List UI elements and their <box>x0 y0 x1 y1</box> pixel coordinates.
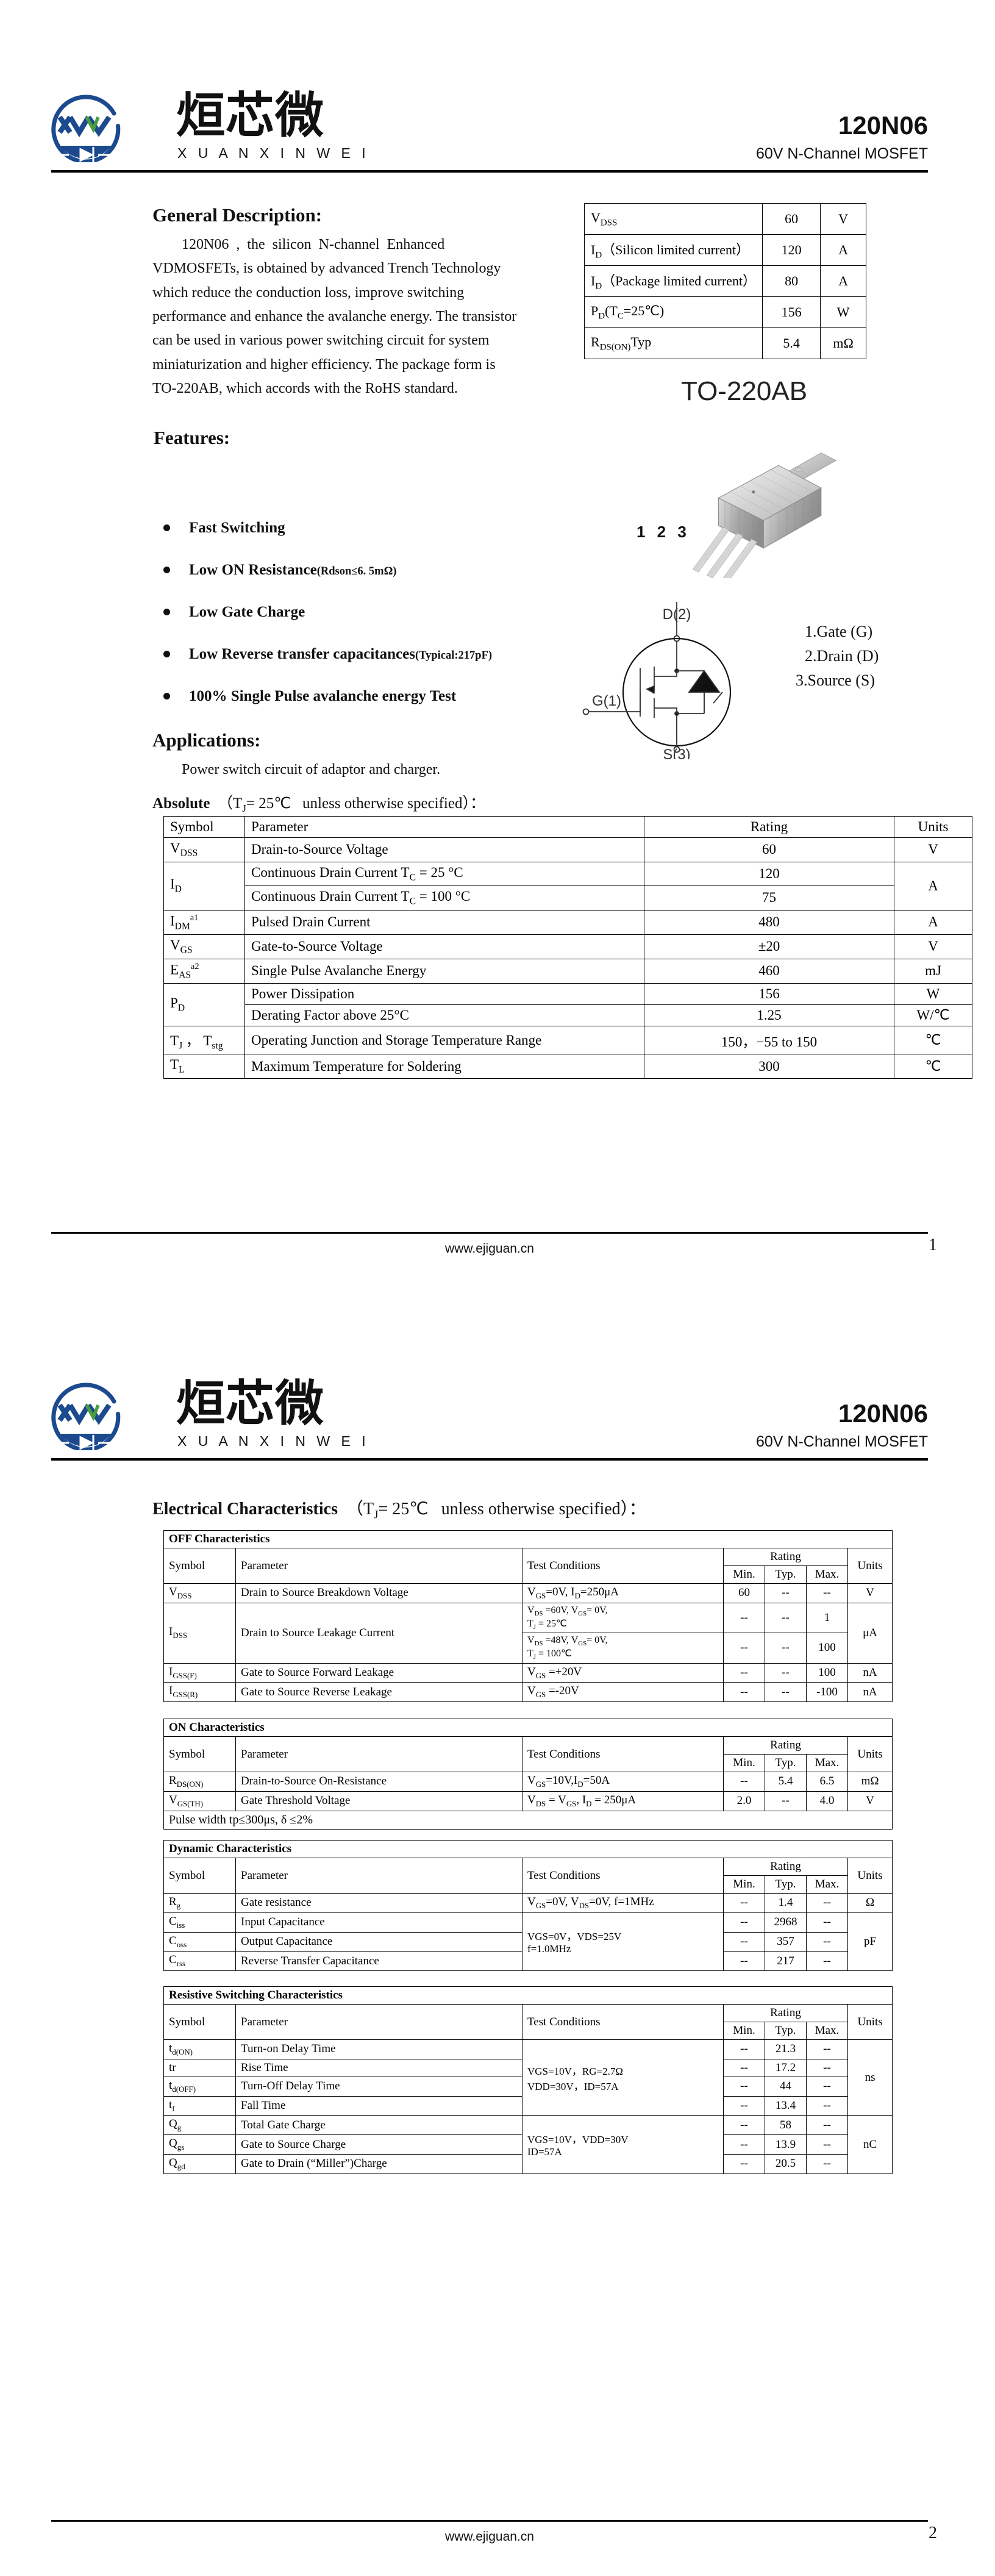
svg-text:S(3): S(3) <box>663 746 690 759</box>
svg-text:D(2): D(2) <box>663 606 691 623</box>
svg-text:G(1): G(1) <box>592 693 621 709</box>
